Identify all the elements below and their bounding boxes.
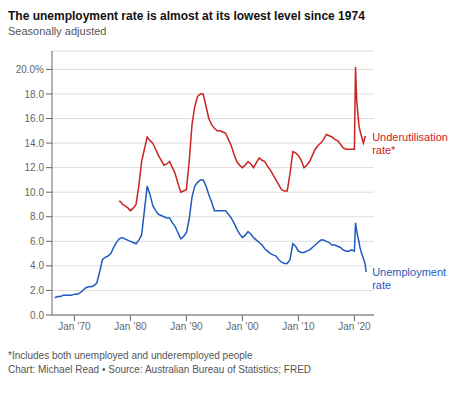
svg-text:Jan ’90: Jan ’90 (170, 321, 203, 332)
svg-text:Jan ’10: Jan ’10 (282, 321, 315, 332)
svg-text:Jan ’00: Jan ’00 (226, 321, 259, 332)
svg-text:16.0: 16.0 (25, 113, 45, 124)
svg-text:6.0: 6.0 (30, 236, 44, 247)
svg-text:14.0: 14.0 (25, 138, 45, 149)
svg-text:Underutilisationrate*: Underutilisationrate* (372, 131, 448, 156)
svg-text:Jan ’80: Jan ’80 (114, 321, 147, 332)
svg-text:Jan ’70: Jan ’70 (58, 321, 91, 332)
html-text:The unemployment rate is almos: The unemployment rate is almost at its l… (8, 9, 365, 23)
html-text:Seasonally adjusted: Seasonally adjusted (8, 25, 107, 37)
svg-text:18.0: 18.0 (25, 89, 45, 100)
svg-text:2.0: 2.0 (30, 285, 44, 296)
html-text:Chart: Michael Read • Source:: Chart: Michael Read • Source: Australian… (8, 364, 312, 375)
html-text:*Includes both unemployed and: *Includes both unemployed and underemplo… (8, 350, 253, 361)
svg-text:12.0: 12.0 (25, 162, 45, 173)
svg-text:20.0%: 20.0% (16, 64, 44, 75)
svg-text:4.0: 4.0 (30, 260, 44, 271)
svg-text:Jan ’20: Jan ’20 (338, 321, 371, 332)
svg-text:Unemploymentrate: Unemploymentrate (372, 266, 446, 291)
svg-text:10.0: 10.0 (25, 187, 45, 198)
svg-text:0.0: 0.0 (30, 310, 44, 321)
svg-text:8.0: 8.0 (30, 211, 44, 222)
